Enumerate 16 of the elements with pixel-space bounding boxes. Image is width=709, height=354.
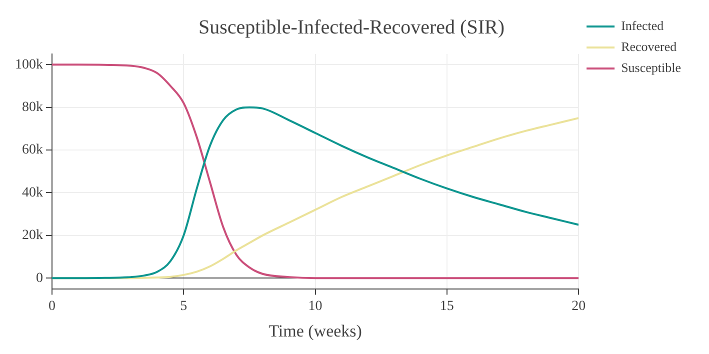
x-axis-title: Time (weeks) (268, 321, 362, 340)
x-tick-label: 0 (48, 298, 56, 314)
x-tick-label: 10 (308, 298, 322, 314)
legend-label: Infected (621, 18, 664, 33)
x-tick-label: 20 (572, 298, 586, 314)
legend-label: Susceptible (621, 60, 682, 75)
y-tick-label: 80k (22, 100, 43, 116)
y-tick-label: 40k (22, 185, 43, 200)
y-tick-label: 0 (36, 270, 43, 286)
y-tick-label: 20k (22, 228, 43, 244)
y-tick-label: 100k (15, 57, 43, 72)
legend-label: Recovered (621, 38, 678, 54)
x-tick-label: 5 (180, 298, 188, 314)
chart-title: Susceptible-Infected-Recovered (SIR) (198, 16, 504, 38)
x-tick-label: 15 (440, 298, 454, 314)
y-tick-label: 60k (22, 142, 43, 158)
